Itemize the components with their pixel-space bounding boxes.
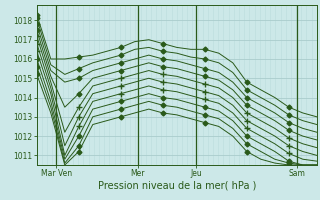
X-axis label: Pression niveau de la mer( hPa ): Pression niveau de la mer( hPa ): [98, 181, 256, 191]
